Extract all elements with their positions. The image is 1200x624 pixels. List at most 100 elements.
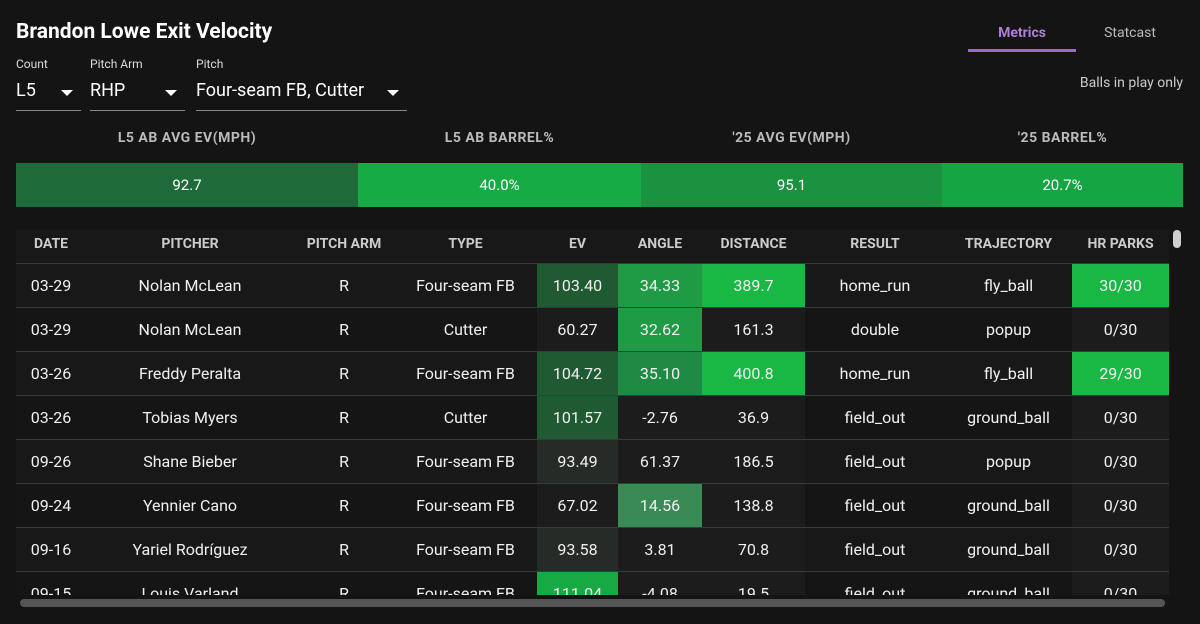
table-cell: Tobias Myers <box>142 408 238 427</box>
table-cell: Yariel Rodríguez <box>132 540 248 559</box>
column-header: EV <box>568 236 587 252</box>
table-row[interactable]: 09-15 Louis Varland R Four-seam FB 111.04 -4.… <box>16 571 1169 595</box>
table-row[interactable]: 09-16 Yariel Rodríguez R Four-seam FB 93.58 3… <box>16 527 1169 572</box>
table-cell: 35.10 <box>618 352 702 396</box>
table-cell: Freddy Peralta <box>138 364 242 383</box>
table-cell: fly_ball <box>983 276 1034 295</box>
scrollbar-h[interactable] <box>20 599 1165 607</box>
caret <box>387 90 399 96</box>
table-row[interactable]: 03-26 Freddy Peralta R Four-seam FB 104.72 35… <box>16 351 1169 396</box>
table-row[interactable]: 03-26 Tobias Myers R Cutter 101.57 -2.76 36.9 f… <box>16 395 1169 440</box>
caret <box>165 90 177 96</box>
table-cell: field_out <box>844 540 906 559</box>
table-cell: 29/30 <box>1072 352 1169 396</box>
tab[interactable]: Metrics <box>998 25 1046 41</box>
table-cell: 60.27 <box>537 308 618 352</box>
table-cell: 30/30 <box>1072 264 1169 308</box>
table-cell: field_out <box>844 452 906 471</box>
table-cell: popup <box>986 452 1031 471</box>
filter-select[interactable]: L5 <box>16 80 81 111</box>
table-cell: R <box>339 452 349 471</box>
table-cell: home_run <box>839 364 911 383</box>
table-cell: 09-26 <box>30 452 72 471</box>
table-cell: ground_ball <box>967 496 1050 515</box>
table-cell: 0/30 <box>1072 572 1169 595</box>
table-cell: 03-26 <box>30 408 72 427</box>
table-cell: 67.02 <box>537 484 618 528</box>
table-row[interactable]: 03-29 Nolan McLean R Four-seam FB 103.40 34.3… <box>16 263 1169 308</box>
table-cell: field_out <box>844 496 906 515</box>
table-cell: Four-seam FB <box>416 276 515 295</box>
table-cell: 19.5 <box>702 572 805 595</box>
table-cell: 161.3 <box>702 308 805 352</box>
filter-label: Pitch Arm <box>90 57 143 71</box>
table-cell: Nolan McLean <box>138 320 242 339</box>
table-cell: 34.33 <box>618 264 702 308</box>
table-cell: 389.7 <box>702 264 805 308</box>
metric-value: 92.7 <box>16 163 358 207</box>
column-header: TRAJECTORY <box>964 236 1053 252</box>
table-cell: field_out <box>844 584 906 595</box>
column-header: HR PARKS <box>1087 236 1154 252</box>
table-cell: Four-seam FB <box>416 452 515 471</box>
filter-select[interactable]: RHP <box>90 80 185 111</box>
metric-value: 40.0% <box>358 163 641 207</box>
metric-label: L5 AB BARREL% <box>444 130 555 146</box>
table-cell: field_out <box>844 408 906 427</box>
column-header: ANGLE <box>637 236 683 252</box>
table-cell: 36.9 <box>702 396 805 440</box>
filter-label: Count <box>16 57 48 71</box>
table-cell: 09-24 <box>30 496 72 515</box>
column-header: DATE <box>33 236 69 252</box>
note: Balls in play only <box>1079 75 1183 91</box>
table-row[interactable]: 09-26 Shane Bieber R Four-seam FB 93.49 61.37… <box>16 439 1169 484</box>
table-body: 03-29 Nolan McLean R Four-seam FB 103.40 34.3… <box>16 263 1169 595</box>
column-header: PITCHER <box>161 236 219 252</box>
table-cell: 03-26 <box>30 364 72 383</box>
table-cell: 104.72 <box>537 352 618 396</box>
filter-select[interactable]: Four-seam FB, Cutter <box>196 80 407 111</box>
table-cell: 03-29 <box>30 276 72 295</box>
table-cell: 32.62 <box>618 308 702 352</box>
table-cell: 101.57 <box>537 396 618 440</box>
table-cell: ground_ball <box>967 540 1050 559</box>
table-cell: R <box>339 276 349 295</box>
caret <box>61 90 73 96</box>
title: Brandon Lowe Exit Velocity <box>16 20 273 44</box>
tab-underline <box>968 49 1076 52</box>
column-header: RESULT <box>850 236 900 252</box>
table-cell: 0/30 <box>1072 484 1169 528</box>
metric-value: 95.1 <box>641 163 942 207</box>
metric-value: 20.7% <box>942 163 1183 207</box>
scrollbar-v[interactable] <box>1173 230 1181 248</box>
table-row[interactable]: 09-24 Yennier Cano R Four-seam FB 67.02 14.56… <box>16 483 1169 528</box>
table-row[interactable]: 03-29 Nolan McLean R Cutter 60.27 32.62 161.3 d… <box>16 307 1169 352</box>
table-cell: 61.37 <box>618 440 702 484</box>
metric-label: L5 AB AVG EV(MPH) <box>117 130 257 146</box>
column-header: DISTANCE <box>720 236 787 252</box>
table-cell: ground_ball <box>967 584 1050 595</box>
table-cell: 70.8 <box>702 528 805 572</box>
column-header: PITCH ARM <box>306 236 382 252</box>
table-cell: Louis Varland <box>141 584 239 595</box>
table-cell: fly_ball <box>983 364 1034 383</box>
table-cell: 3.81 <box>618 528 702 572</box>
tab[interactable]: Statcast <box>1104 25 1156 41</box>
table-cell: R <box>339 408 349 427</box>
column-header: TYPE <box>448 236 483 252</box>
metric-label: '25 BARREL% <box>1017 130 1108 146</box>
table-cell: Yennier Cano <box>142 496 238 515</box>
table-cell: Cutter <box>443 320 488 339</box>
table-cell: popup <box>986 320 1031 339</box>
table-cell: Cutter <box>443 408 488 427</box>
metric-label: '25 AVG EV(MPH) <box>732 130 851 146</box>
table-cell: 103.40 <box>537 264 618 308</box>
table-cell: 0/30 <box>1072 396 1169 440</box>
table-cell: R <box>339 496 349 515</box>
filter-label: Pitch <box>196 57 224 71</box>
table-cell: R <box>339 584 349 595</box>
table-cell: ground_ball <box>967 408 1050 427</box>
table-cell: 09-15 <box>30 584 72 595</box>
table-cell: 03-29 <box>30 320 72 339</box>
